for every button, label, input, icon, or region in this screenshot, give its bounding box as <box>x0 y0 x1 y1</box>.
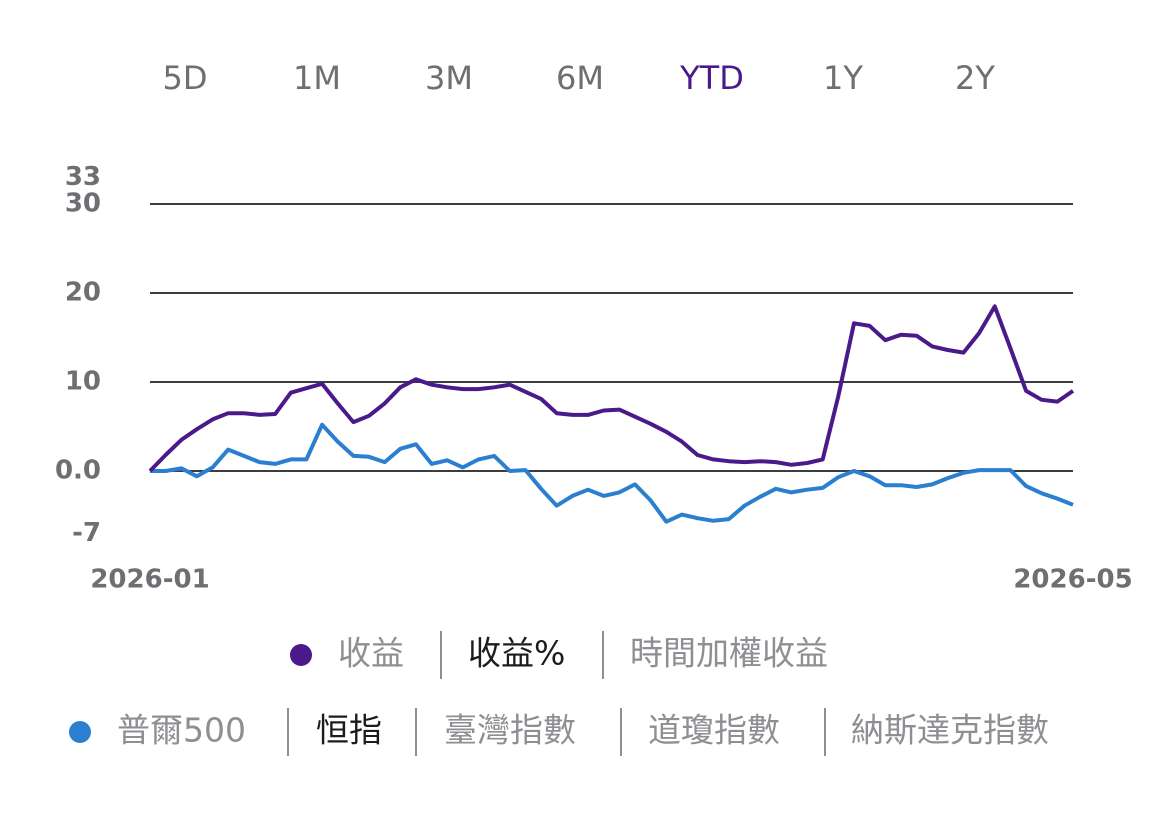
legend-option[interactable]: 收益% <box>468 634 565 673</box>
legend-dot <box>69 721 91 743</box>
legend-option[interactable]: 臺灣指數 <box>444 711 576 750</box>
x-tick-label: 2026-01 <box>90 565 209 595</box>
period-tab[interactable]: 1M <box>293 59 341 97</box>
legend-dot <box>290 644 312 666</box>
legend-option[interactable]: 普爾500 <box>117 711 246 750</box>
y-tick-label: 0.0 <box>55 456 101 486</box>
period-tab[interactable]: 2Y <box>955 59 995 97</box>
legend-option[interactable]: 收益 <box>338 634 404 673</box>
x-tick-label: 2026-05 <box>1013 565 1132 595</box>
series-line <box>150 422 1074 524</box>
legend-option[interactable]: 時間加權收益 <box>630 634 828 673</box>
period-tab[interactable]: 3M <box>425 59 473 97</box>
period-tab[interactable]: 6M <box>556 59 604 97</box>
y-tick-label: 10 <box>65 367 101 397</box>
period-tab[interactable]: YTD <box>679 59 744 97</box>
period-tab[interactable]: 5D <box>163 59 208 97</box>
legend-option[interactable]: 納斯達克指數 <box>851 711 1049 750</box>
y-tick-label: 30 <box>65 189 101 219</box>
series-line <box>148 304 1075 473</box>
legend-option[interactable]: 道瓊指數 <box>648 711 780 750</box>
legend-option[interactable]: 恒指 <box>316 711 382 750</box>
y-tick-label: 33 <box>65 162 101 192</box>
y-tick-label: 20 <box>65 278 101 308</box>
y-tick-label: -7 <box>72 518 101 548</box>
period-tab[interactable]: 1Y <box>823 59 863 97</box>
